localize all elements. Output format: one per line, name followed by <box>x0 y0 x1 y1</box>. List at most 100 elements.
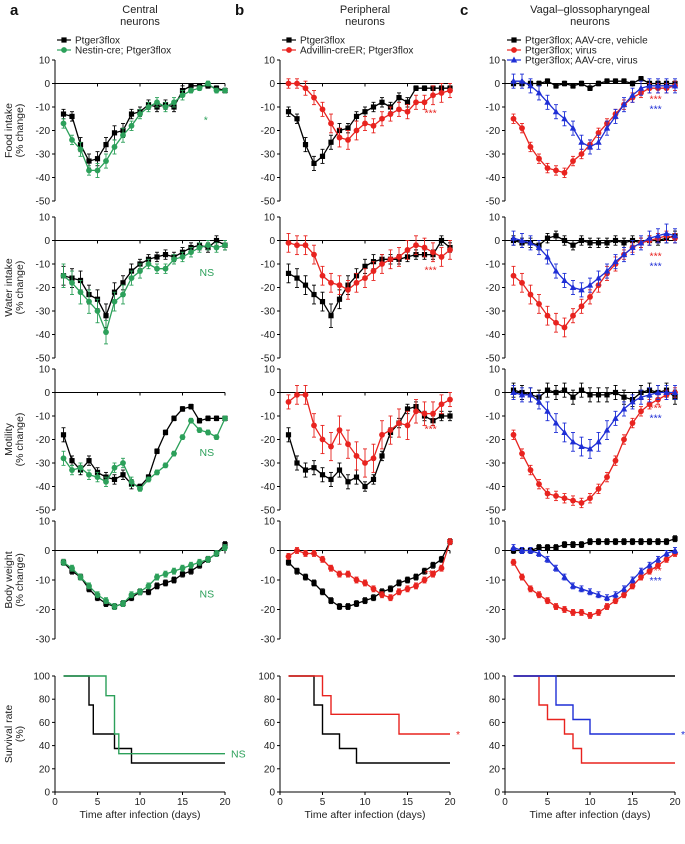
chart-1-0: 10 0 -10 -20 -30 -40 -50 NS <box>36 213 228 365</box>
y-tick-label: -10 <box>261 260 276 271</box>
marker-circle <box>179 565 186 572</box>
marker-circle <box>285 399 292 405</box>
marker-circle <box>188 417 194 424</box>
marker-square <box>544 387 551 393</box>
x-tick-label: 0 <box>502 797 508 808</box>
significance-label: * <box>681 729 685 741</box>
marker-square <box>387 586 394 592</box>
marker-circle <box>213 244 220 251</box>
y-tick-label: -10 <box>486 576 501 587</box>
marker-square <box>578 387 585 393</box>
series <box>60 83 228 169</box>
x-tick-label: 10 <box>584 797 596 808</box>
marker-square <box>162 252 169 258</box>
y-tick-label: -30 <box>261 459 276 470</box>
marker-circle <box>527 291 534 298</box>
marker-triangle <box>603 267 611 274</box>
y-tick-label: -40 <box>36 173 51 184</box>
marker-circle <box>536 591 542 598</box>
marker-triangle <box>646 234 653 241</box>
marker-circle <box>663 556 670 563</box>
marker-circle <box>544 312 551 319</box>
x-tick-label: 5 <box>320 797 326 808</box>
marker-square <box>60 111 67 117</box>
marker-square <box>604 539 610 545</box>
marker-triangle <box>586 281 594 288</box>
marker-square <box>285 559 292 565</box>
marker-triangle <box>637 393 645 400</box>
marker-circle <box>294 80 300 87</box>
marker-square <box>302 282 309 288</box>
marker-circle <box>511 47 517 53</box>
marker-circle <box>612 457 619 464</box>
y-tick-label: -50 <box>36 354 51 365</box>
marker-square <box>561 542 568 548</box>
marker-triangle <box>637 239 645 246</box>
marker-circle <box>162 265 169 272</box>
y-tick-label: -40 <box>486 173 501 184</box>
marker-circle <box>413 583 419 589</box>
marker-circle <box>145 104 152 110</box>
y-tick-label: 60 <box>489 718 501 729</box>
marker-square <box>370 104 377 110</box>
y-tick-label: 0 <box>494 236 500 247</box>
marker-circle <box>396 588 402 595</box>
significance-label: NS <box>200 447 215 459</box>
y-tick-label: -40 <box>486 330 501 341</box>
marker-circle <box>447 538 453 545</box>
series <box>60 415 228 492</box>
y-tick-label: -40 <box>36 482 51 493</box>
survival-curve <box>288 675 450 735</box>
marker-circle <box>137 268 143 274</box>
marker-circle <box>430 249 436 256</box>
marker-circle <box>404 585 411 592</box>
y-tick-label: -50 <box>261 506 276 517</box>
marker-circle <box>345 571 351 577</box>
series <box>60 80 228 178</box>
y-tick-label: -50 <box>261 354 276 365</box>
marker-circle <box>154 469 160 476</box>
y-tick-label: -30 <box>261 635 276 646</box>
marker-triangle <box>510 77 517 84</box>
x-tick-label: 15 <box>177 797 189 808</box>
chart-2-0: 10 0 -10 -20 -30 -40 -50 NS <box>36 365 228 517</box>
marker-triangle <box>620 585 628 592</box>
marker-circle <box>604 474 610 480</box>
marker-square <box>570 542 576 548</box>
marker-square <box>612 237 619 244</box>
marker-circle <box>188 562 194 569</box>
marker-circle <box>587 294 593 300</box>
marker-square <box>345 479 351 485</box>
chart-2-2: 10 0 -10 -20 -30 -40 -50 ****** <box>486 365 679 517</box>
y-tick-label: -20 <box>36 605 51 616</box>
chart-0-1: 10 0 -10 -20 -30 -40 -50 *** <box>261 56 453 208</box>
marker-circle <box>561 169 568 176</box>
marker-circle <box>213 434 220 441</box>
marker-triangle <box>510 544 517 551</box>
marker-circle <box>285 239 292 246</box>
marker-square <box>604 240 610 246</box>
marker-circle <box>510 272 517 279</box>
marker-circle <box>404 108 411 115</box>
marker-circle <box>145 261 152 267</box>
marker-triangle <box>518 77 526 84</box>
row-label: (% change) <box>14 413 26 467</box>
y-tick-label: 10 <box>39 517 51 528</box>
marker-circle <box>103 597 109 604</box>
y-tick-label: -10 <box>36 260 51 271</box>
marker-circle <box>311 422 317 429</box>
marker-circle <box>370 268 377 274</box>
marker-circle <box>196 427 203 433</box>
series <box>510 223 679 298</box>
column-title: neurons <box>120 16 160 28</box>
marker-circle <box>536 481 542 488</box>
marker-square <box>111 130 118 136</box>
marker-square <box>171 415 177 421</box>
marker-square <box>578 542 585 548</box>
marker-circle <box>413 99 419 106</box>
marker-circle <box>438 565 445 572</box>
marker-triangle <box>535 549 543 556</box>
significance-label: *** <box>650 575 662 587</box>
marker-square <box>188 568 194 574</box>
y-tick-label: -20 <box>261 435 276 446</box>
